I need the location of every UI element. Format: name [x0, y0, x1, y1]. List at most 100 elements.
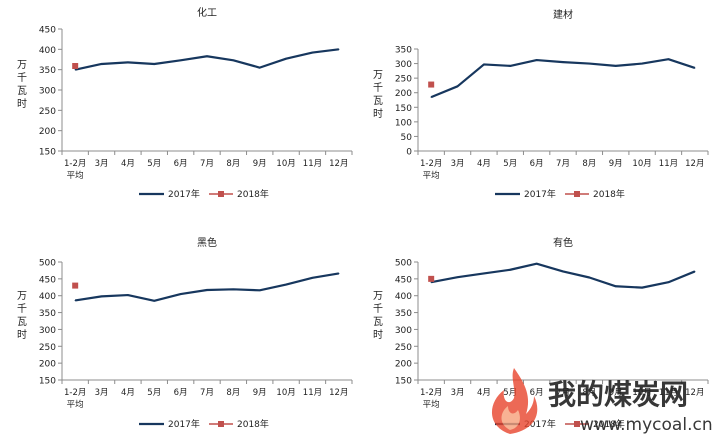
x-tick-label: 9月	[609, 388, 623, 398]
x-tick-label: 12月	[329, 159, 348, 169]
x-tick-label: 9月	[253, 388, 267, 398]
data-point-2017	[232, 59, 234, 61]
legend-label-2017: 2017年	[168, 188, 200, 200]
y-tick-label: 400	[395, 292, 412, 302]
data-point-2017	[430, 96, 432, 98]
y-axis-label: 万千瓦时	[373, 70, 383, 120]
watermark-url: www.mycoal.cn	[580, 415, 712, 435]
data-point-2017	[100, 63, 103, 65]
x-tick-label: 10月	[632, 388, 651, 398]
data-point-2017	[509, 65, 511, 67]
data-point-2017	[694, 67, 696, 69]
data-point-2017	[180, 59, 182, 61]
y-axis-label: 万千瓦时	[17, 60, 27, 110]
x-tick-label: 5月	[147, 388, 161, 398]
y-tick-label: 200	[395, 89, 412, 99]
data-point-2017	[562, 270, 564, 273]
x-tick-label: 9月	[253, 159, 267, 169]
series-line-2017	[74, 48, 339, 71]
series-line-2017	[430, 262, 696, 289]
y-tick-label: 150	[395, 104, 412, 114]
data-point-2017	[74, 299, 76, 302]
y-tick-label: 500	[395, 259, 412, 269]
y-axis-label: 万千瓦时	[17, 291, 27, 341]
y-tick-label: 300	[39, 326, 56, 336]
x-tick-label: 1-2月平均	[420, 388, 442, 410]
y-tick-label: 200	[39, 127, 56, 137]
data-point-2018	[72, 63, 79, 70]
x-tick-label: 10月	[632, 159, 651, 169]
y-tick-label: 400	[39, 292, 56, 302]
y-tick-label: 350	[395, 46, 412, 56]
legend-swatch-2018	[574, 191, 580, 197]
x-tick-label: 3月	[95, 388, 109, 398]
legend-label-2017: 2017年	[168, 418, 200, 430]
data-point-2017	[588, 276, 590, 279]
series-line-2017	[430, 58, 696, 99]
data-point-2017	[483, 63, 485, 66]
flame-logo-icon	[491, 368, 538, 434]
x-tick-label: 11月	[303, 159, 322, 169]
data-point-2017	[153, 63, 155, 65]
x-tick-label: 5月	[147, 159, 161, 169]
y-tick-label: 300	[395, 60, 412, 70]
y-tick-label: 450	[395, 275, 412, 285]
x-tick-label: 3月	[451, 159, 465, 169]
data-point-2017	[667, 58, 670, 60]
x-tick-label: 8月	[226, 159, 240, 169]
x-tick-label: 6月	[174, 388, 188, 398]
x-tick-label: 12月	[329, 388, 348, 398]
x-tick-label: 1-2月平均	[64, 388, 86, 410]
data-point-2018	[428, 81, 435, 88]
data-point-2017	[641, 62, 643, 65]
x-tick-label: 6月	[174, 159, 188, 169]
legend-label-2018: 2018年	[593, 188, 625, 200]
data-point-2018	[72, 282, 79, 289]
data-point-2017	[615, 65, 617, 67]
x-tick-label: 6月	[530, 388, 544, 398]
data-point-2017	[615, 285, 617, 287]
data-point-2017	[694, 270, 696, 273]
data-point-2017	[100, 295, 103, 297]
data-point-2017	[536, 263, 538, 265]
x-tick-label: 10月	[276, 388, 295, 398]
y-tick-label: 500	[39, 259, 56, 269]
x-tick-label: 1-2月平均	[420, 159, 442, 181]
data-point-2017	[483, 272, 485, 275]
x-tick-label: 7月	[200, 388, 214, 398]
y-tick-label: 150	[395, 377, 412, 387]
data-point-2017	[127, 294, 129, 296]
legend-swatch-2018	[218, 191, 224, 197]
y-tick-label: 0	[406, 148, 412, 158]
chart-panel-3: 黑色 150 200 250 300 350 400 450 500 万千瓦时 1-2月平均 3月 4月…	[17, 236, 353, 430]
y-tick-label: 250	[39, 107, 56, 117]
y-tick-label: 350	[395, 309, 412, 319]
y-tick-label: 100	[395, 118, 412, 128]
data-point-2017	[127, 61, 129, 63]
series-line-2017	[75, 272, 339, 302]
watermark-graphic: 我的煤炭网 www.mycoal.cn	[491, 368, 713, 435]
x-tick-label: 11月	[659, 388, 678, 398]
y-axis-label: 万千瓦时	[373, 291, 383, 341]
y-tick-label: 400	[39, 46, 56, 56]
legend: 2017年 2018年	[495, 188, 625, 200]
chart-title: 黑色	[197, 236, 217, 249]
data-point-2017	[232, 288, 234, 290]
x-tick-label: 7月	[556, 159, 570, 169]
x-tick-label: 7月	[556, 388, 570, 398]
chart-title: 有色	[553, 236, 573, 249]
chart-panel-2: 建材 0 50 100 150 200 250 300 350 万千瓦时 1-2月平均 3月 4月 5月 6…	[373, 8, 709, 200]
legend-label-2017: 2017年	[524, 188, 556, 200]
data-point-2017	[285, 283, 287, 286]
legend-label-2018: 2018年	[237, 188, 269, 200]
y-tick-label: 300	[39, 87, 56, 97]
legend: 2017年 2018年	[139, 418, 269, 430]
data-point-2017	[536, 59, 538, 61]
data-point-2017	[456, 276, 459, 278]
y-tick-label: 150	[39, 148, 56, 158]
x-tick-label: 8月	[226, 388, 240, 398]
data-point-2017	[641, 287, 643, 289]
y-tick-label: 50	[401, 133, 413, 143]
legend-label-2018: 2018年	[237, 418, 269, 430]
